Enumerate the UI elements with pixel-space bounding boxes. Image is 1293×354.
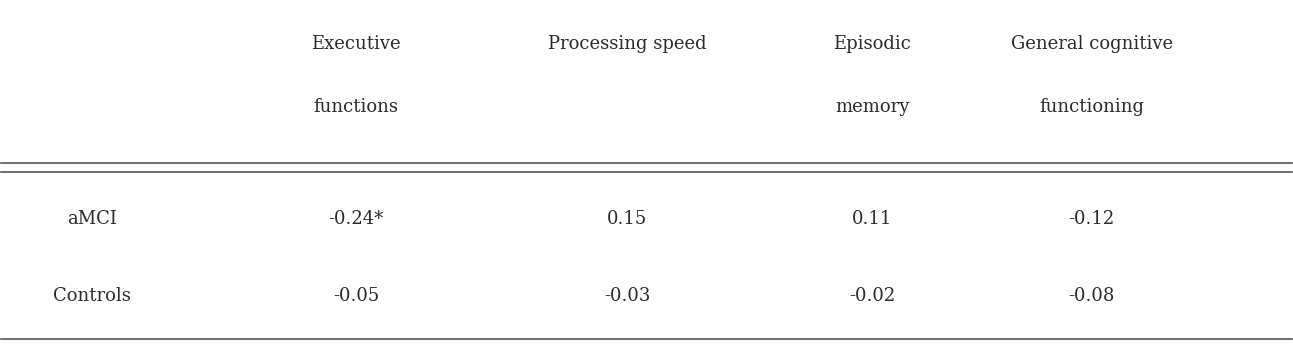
Text: -0.24*: -0.24* xyxy=(328,210,384,228)
Text: Episodic: Episodic xyxy=(834,35,912,52)
Text: -0.05: -0.05 xyxy=(334,287,379,306)
Text: 0.11: 0.11 xyxy=(852,210,892,228)
Text: functioning: functioning xyxy=(1040,98,1144,116)
Text: Controls: Controls xyxy=(53,287,131,306)
Text: -0.02: -0.02 xyxy=(850,287,896,306)
Text: Executive: Executive xyxy=(312,35,401,52)
Text: -0.03: -0.03 xyxy=(604,287,650,306)
Text: memory: memory xyxy=(835,98,909,116)
Text: Processing speed: Processing speed xyxy=(548,35,706,52)
Text: aMCI: aMCI xyxy=(67,210,116,228)
Text: functions: functions xyxy=(314,98,398,116)
Text: -0.08: -0.08 xyxy=(1068,287,1115,306)
Text: -0.12: -0.12 xyxy=(1068,210,1115,228)
Text: 0.15: 0.15 xyxy=(606,210,648,228)
Text: General cognitive: General cognitive xyxy=(1011,35,1173,52)
